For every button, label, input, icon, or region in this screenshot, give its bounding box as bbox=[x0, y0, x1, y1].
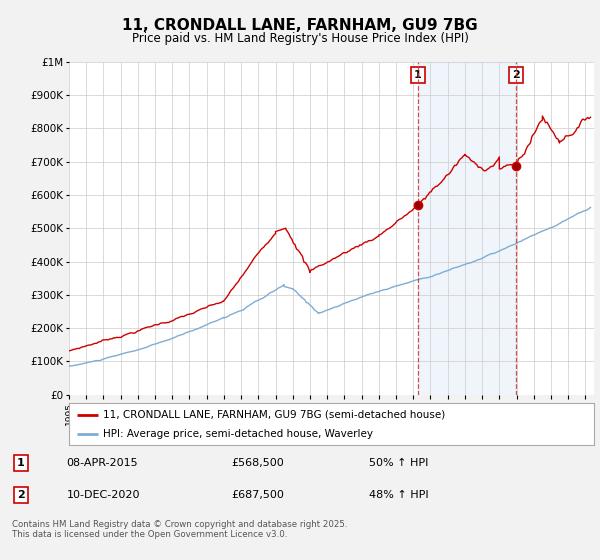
Text: 11, CRONDALL LANE, FARNHAM, GU9 7BG (semi-detached house): 11, CRONDALL LANE, FARNHAM, GU9 7BG (sem… bbox=[103, 409, 445, 419]
Text: 10-DEC-2020: 10-DEC-2020 bbox=[67, 490, 140, 500]
Text: 11, CRONDALL LANE, FARNHAM, GU9 7BG: 11, CRONDALL LANE, FARNHAM, GU9 7BG bbox=[122, 18, 478, 33]
Text: 1: 1 bbox=[17, 458, 25, 468]
Text: £568,500: £568,500 bbox=[231, 458, 284, 468]
Text: 2: 2 bbox=[512, 70, 520, 80]
Text: 1: 1 bbox=[414, 70, 422, 80]
Text: 2: 2 bbox=[17, 490, 25, 500]
Text: £687,500: £687,500 bbox=[231, 490, 284, 500]
Text: 08-APR-2015: 08-APR-2015 bbox=[67, 458, 139, 468]
Text: 50% ↑ HPI: 50% ↑ HPI bbox=[369, 458, 428, 468]
Text: 48% ↑ HPI: 48% ↑ HPI bbox=[369, 490, 429, 500]
Text: Price paid vs. HM Land Registry's House Price Index (HPI): Price paid vs. HM Land Registry's House … bbox=[131, 32, 469, 45]
Text: HPI: Average price, semi-detached house, Waverley: HPI: Average price, semi-detached house,… bbox=[103, 429, 373, 439]
Bar bbox=[418, 62, 515, 395]
Text: Contains HM Land Registry data © Crown copyright and database right 2025.
This d: Contains HM Land Registry data © Crown c… bbox=[12, 520, 347, 539]
